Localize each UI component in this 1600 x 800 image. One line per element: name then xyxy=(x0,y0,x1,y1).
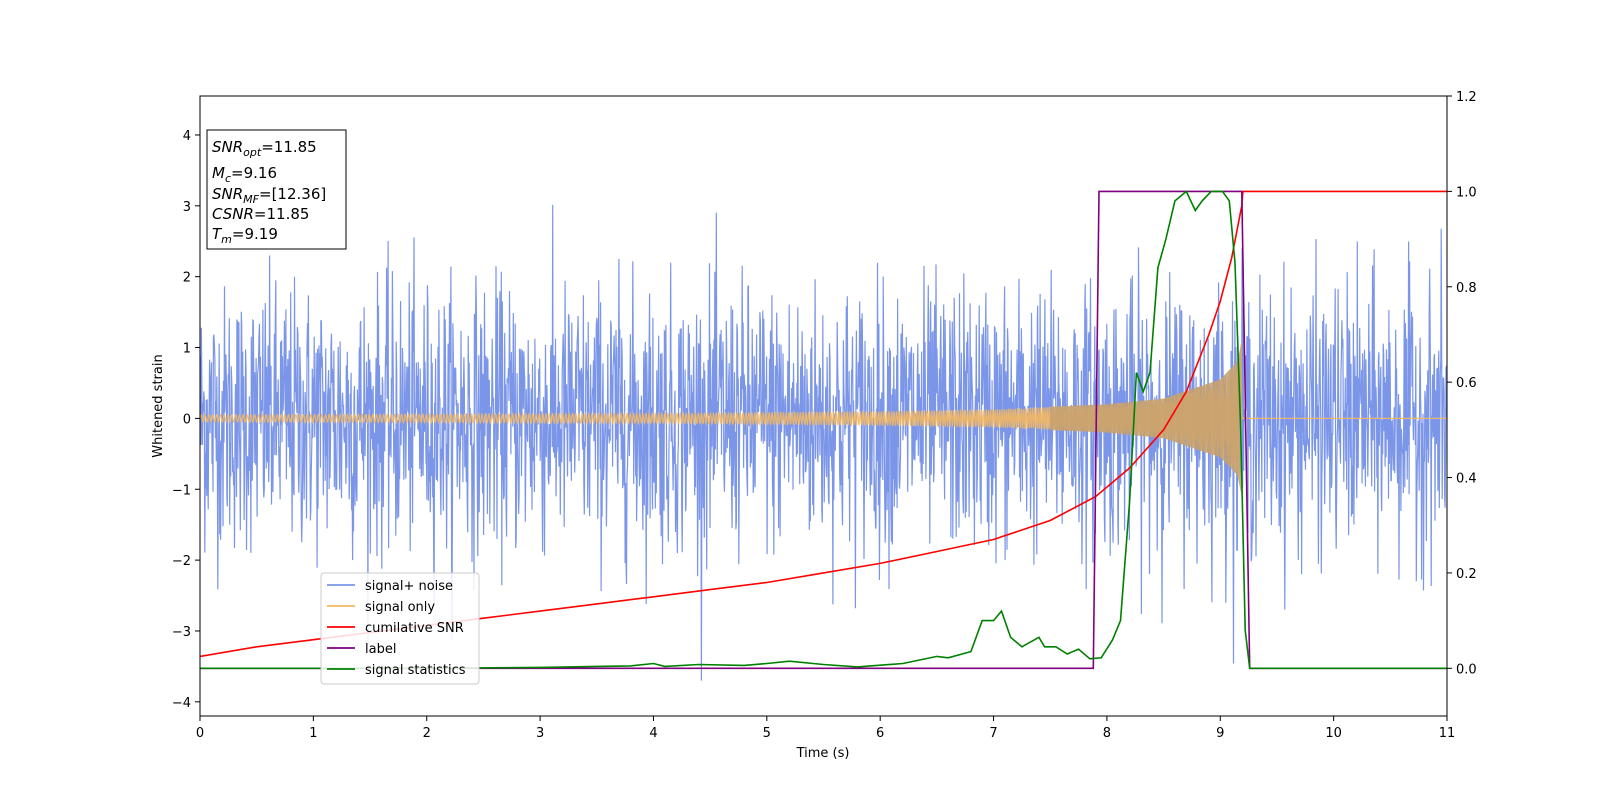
y-tick-label: 4 xyxy=(183,129,191,144)
signal-only-envelope xyxy=(1050,340,1242,497)
y-tick-label: 0 xyxy=(183,412,191,427)
legend-label: signal+ noise xyxy=(365,579,453,594)
y-tick-label: 3 xyxy=(183,200,191,215)
legend-label: signal only xyxy=(365,600,435,615)
y-tick-label: 2 xyxy=(183,271,191,286)
y-tick-label: −1 xyxy=(172,483,191,498)
annotation-line: Mc=9.16 xyxy=(212,164,277,185)
legend-item-label: label xyxy=(327,642,396,657)
x-tick-label: 5 xyxy=(763,726,771,741)
legend-item-signal-noise: signal+ noise xyxy=(327,579,453,594)
x-tick-label: 9 xyxy=(1216,726,1224,741)
legend-label: signal statistics xyxy=(365,663,466,678)
annotation-line: CSNR=11.85 xyxy=(212,205,309,223)
y2-tick-label: 0.6 xyxy=(1456,376,1477,391)
series-signal-statistics-line xyxy=(200,190,1447,670)
x-tick-label: 8 xyxy=(1103,726,1111,741)
y2-tick-label: 0.2 xyxy=(1456,567,1477,582)
x-tick-label: 2 xyxy=(423,726,431,741)
y-tick-label: −3 xyxy=(172,625,191,640)
axes-layer: 0 1 2 3 4 5 6 7 8 9 10 11 −4 −3 −2 −1 0 1 2 3 4 0.0 0.2 0.4 0.6 0… xyxy=(172,90,1477,741)
y-tick-label: −2 xyxy=(172,554,191,569)
annotation-line: Tm=9.19 xyxy=(212,225,278,246)
y2-tick-label: 0.0 xyxy=(1456,662,1477,677)
x-tick-label: 6 xyxy=(876,726,884,741)
x-tick-label: 10 xyxy=(1325,726,1342,741)
x-tick-label: 1 xyxy=(309,726,317,741)
annotation-box: SNRopt=11.85 Mc=9.16SNRMF=[12.36]CSNR=11.… xyxy=(206,129,347,250)
y2-tick-label: 1.2 xyxy=(1456,90,1477,105)
y-tick-label: −4 xyxy=(172,696,191,711)
legend-label: cumilative SNR xyxy=(365,621,464,636)
y-tick-label: 1 xyxy=(183,342,191,357)
annotation-line: SNRMF=[12.36] xyxy=(212,185,326,206)
y2-tick-label: 1.0 xyxy=(1456,185,1477,200)
y-axis-label: Whitened strain xyxy=(151,354,166,457)
annotation-line: SNRopt=11.85 xyxy=(212,138,317,159)
plot-frame xyxy=(199,95,1448,717)
x-tick-label: 3 xyxy=(536,726,544,741)
legend-label: label xyxy=(365,642,396,657)
x-tick-label: 4 xyxy=(649,726,657,741)
x-tick-label: 7 xyxy=(989,726,997,741)
y2-tick-label: 0.8 xyxy=(1456,281,1477,296)
legend-item-cumilative-snr: cumilative SNR xyxy=(327,621,464,636)
x-axis-label: Time (s) xyxy=(796,746,850,761)
y2-tick-label: 0.4 xyxy=(1456,472,1477,487)
x-tick-label: 0 xyxy=(196,726,204,741)
legend: signal+ noise signal only cumilative SNR la… xyxy=(320,572,480,685)
legend-item-signal-statistics: signal statistics xyxy=(327,663,466,678)
x-tick-label: 11 xyxy=(1439,726,1456,741)
legend-item-signal-only: signal only xyxy=(327,600,435,615)
